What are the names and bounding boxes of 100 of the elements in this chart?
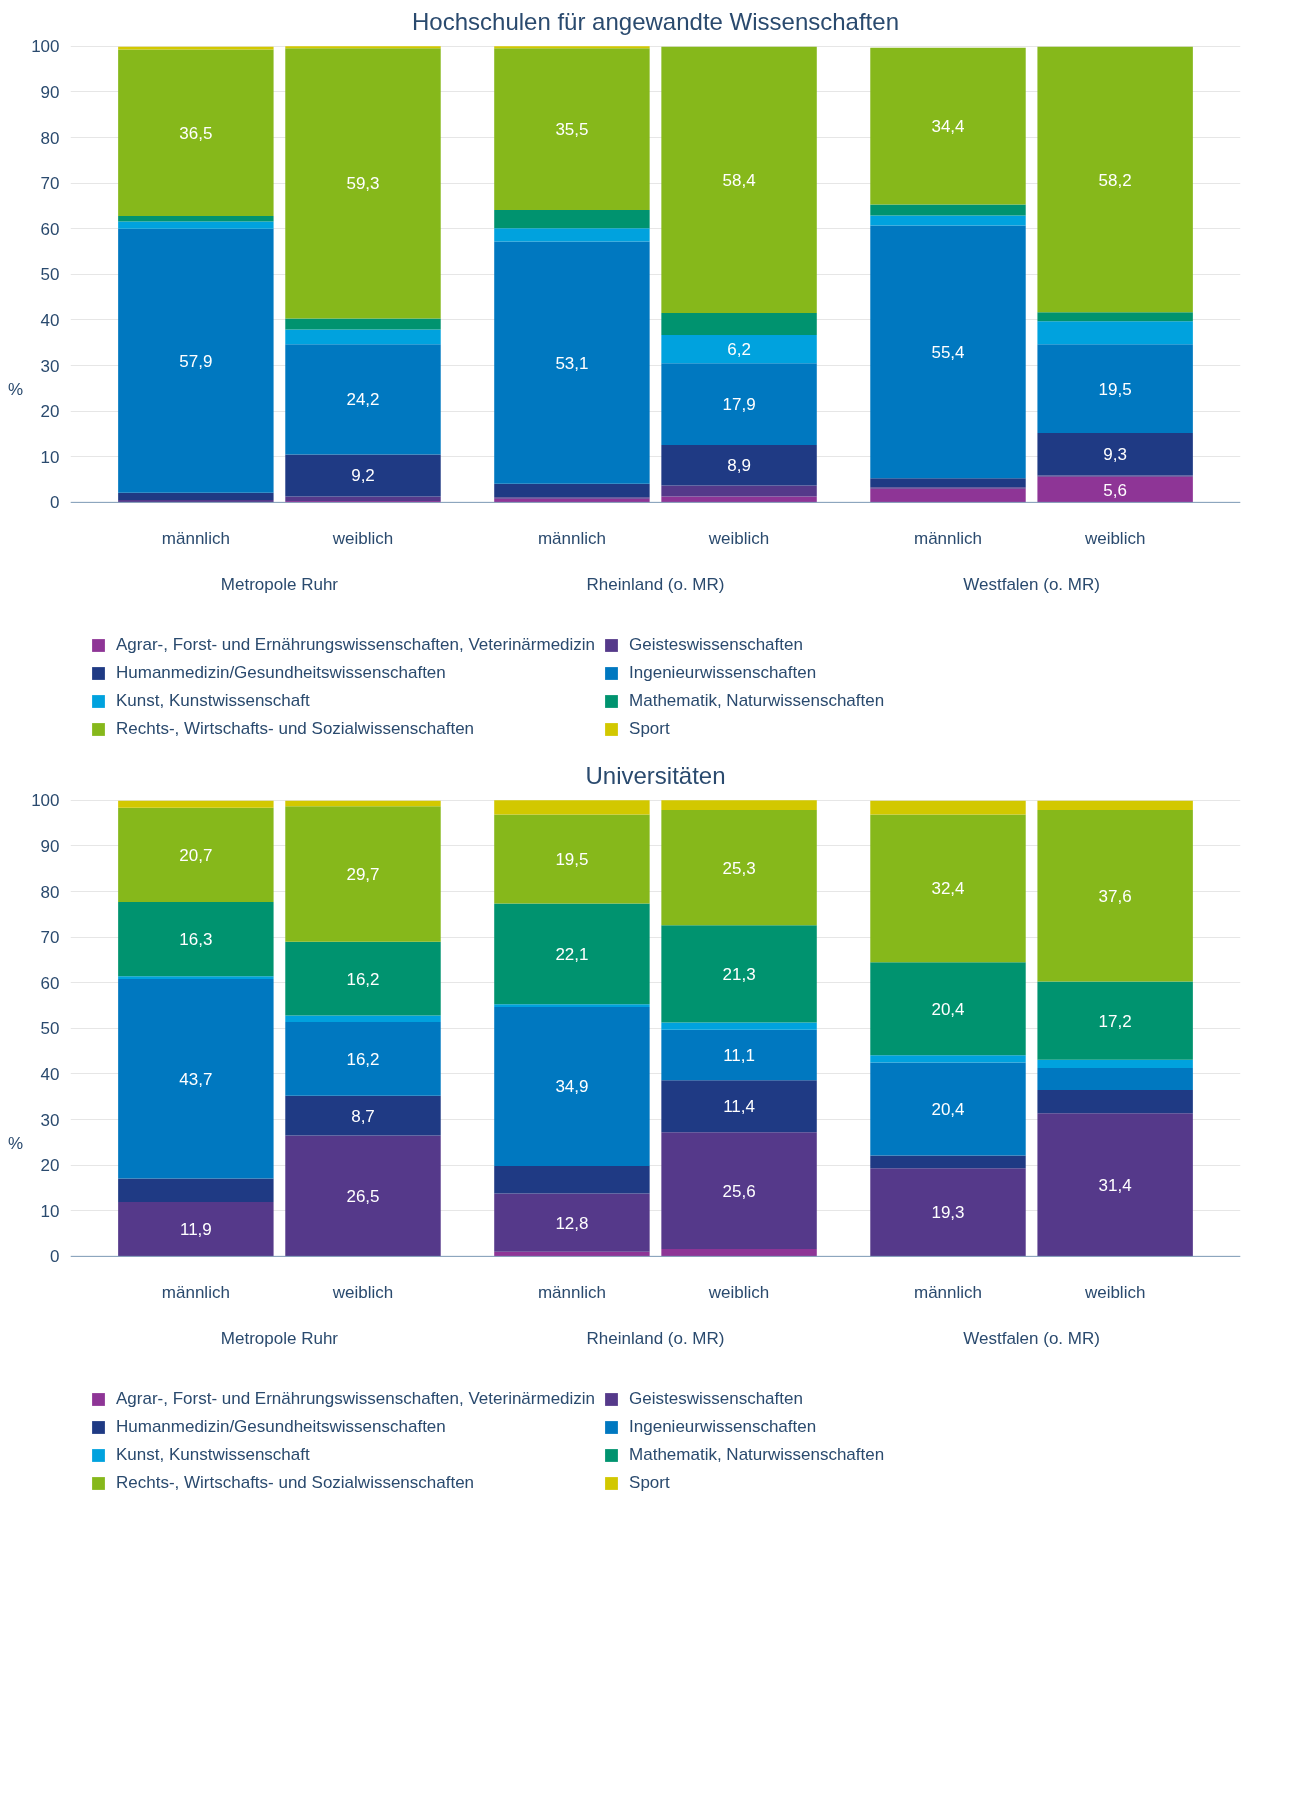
data-label: 11,1	[723, 1046, 755, 1066]
x-tick-label: weiblich	[1083, 529, 1146, 549]
x-tick-label: männlich	[913, 1283, 983, 1303]
x-tick-label: weiblich	[707, 1283, 770, 1303]
data-label: 26,5	[346, 1186, 380, 1206]
data-label: 37,6	[1098, 886, 1132, 906]
y-tick-label: 40	[40, 310, 60, 330]
y-axis-title: %	[8, 380, 24, 399]
y-tick-label: 100	[31, 791, 60, 811]
legend-label: Agrar-, Forst- und Ernährungswissenschaften, Veterinärmedizin	[116, 1389, 596, 1409]
y-tick-label: 30	[40, 1110, 60, 1130]
data-label: 17,2	[1098, 1011, 1132, 1031]
data-label: 19,3	[931, 1203, 965, 1223]
data-label: 8,9	[727, 456, 751, 476]
data-label: 20,4	[931, 1100, 965, 1120]
y-tick-label: 100	[31, 37, 60, 57]
y-tick-label: 30	[40, 356, 60, 376]
data-label: 55,4	[931, 342, 965, 362]
text: Westfalen (o. MR)	[963, 1328, 1100, 1348]
x-tick-label: weiblich	[331, 529, 394, 549]
data-label: 53,1	[555, 353, 589, 373]
data-label: 16,2	[346, 1049, 380, 1069]
y-axis-title: %	[8, 1134, 24, 1153]
text: Metropole Ruhr	[220, 1328, 339, 1348]
legend-label: Ingenieurwissenschaften	[629, 663, 818, 683]
x-tick-label: männlich	[537, 1283, 606, 1303]
x-tick-label: männlich	[161, 529, 230, 549]
data-label: 12,8	[555, 1213, 589, 1233]
data-label: 21,3	[722, 964, 756, 984]
legend-label: Kunst, Kunstwissenschaft	[116, 691, 311, 711]
chart-title: Universitäten	[585, 761, 726, 789]
data-label: 34,4	[931, 117, 965, 137]
y-tick-label: 50	[40, 265, 60, 285]
data-label: 16,2	[346, 969, 380, 989]
data-label: 29,7	[346, 864, 380, 884]
data-label: 36,5	[179, 123, 213, 143]
x-tick-label: weiblich	[331, 1283, 394, 1303]
y-tick-label: 10	[40, 1201, 60, 1221]
data-label: 17,9	[722, 395, 756, 415]
data-label: 57,9	[179, 351, 213, 371]
data-label: 31,4	[1098, 1175, 1132, 1195]
data-label: 11,9	[179, 1220, 212, 1240]
x-tick-label: weiblich	[707, 529, 770, 549]
legend-label: Humanmedizin/Gesundheitswissenschaften	[116, 663, 447, 683]
x-tick-label: männlich	[161, 1283, 230, 1303]
legend-label: Geisteswissenschaften	[629, 1389, 804, 1409]
data-label: 35,5	[555, 120, 589, 140]
x-tick-label: männlich	[913, 529, 983, 549]
legend-label: Mathematik, Naturwissenschaften	[629, 691, 886, 711]
y-tick-label: 50	[40, 1019, 60, 1039]
y-tick-label: 60	[40, 973, 60, 993]
y-tick-label: 20	[40, 402, 60, 422]
data-label: 20,7	[179, 845, 213, 865]
data-label: 20,4	[931, 999, 965, 1019]
chart-title: Hochschulen für angewandte Wissenschaften	[412, 7, 899, 35]
legend-label: Geisteswissenschaften	[629, 635, 804, 655]
data-label: 58,2	[1098, 170, 1132, 190]
y-tick-label: 70	[40, 928, 60, 948]
data-label: 34,9	[555, 1077, 589, 1097]
y-tick-label: 40	[40, 1064, 60, 1084]
y-tick-label: 0	[50, 493, 60, 513]
y-tick-label: 60	[40, 219, 60, 239]
data-label: 22,1	[555, 944, 589, 964]
text: Westfalen (o. MR)	[963, 574, 1100, 594]
legend-label: Rechts-, Wirtschafts- und Sozialwissenschaften	[116, 719, 476, 739]
data-label: 58,4	[722, 170, 756, 190]
data-label: 59,3	[346, 174, 380, 194]
data-label: 25,3	[722, 858, 756, 878]
data-label: 43,7	[179, 1069, 213, 1089]
text: Metropole Ruhr	[220, 574, 339, 594]
data-label: 19,5	[1098, 379, 1132, 399]
y-tick-label: 70	[40, 174, 60, 194]
data-label: 8,7	[351, 1106, 375, 1126]
y-tick-label: 80	[40, 128, 60, 148]
data-label: 32,4	[931, 879, 965, 899]
y-tick-label: 20	[40, 1156, 60, 1176]
y-tick-label: 90	[40, 836, 60, 856]
text: Rheinland (o. MR)	[586, 574, 725, 594]
data-label: 9,2	[351, 466, 375, 486]
legend-label: Humanmedizin/Gesundheitswissenschaften	[116, 1417, 447, 1437]
legend-label: Agrar-, Forst- und Ernährungswissenschaften, Veterinärmedizin	[116, 635, 596, 655]
data-label: 5,6	[1103, 480, 1127, 500]
data-label: 11,4	[723, 1097, 755, 1117]
y-tick-label: 80	[40, 882, 60, 902]
legend-label: Ingenieurwissenschaften	[629, 1417, 818, 1437]
data-label: 19,5	[555, 849, 589, 869]
legend-label: Rechts-, Wirtschafts- und Sozialwissenschaften	[116, 1473, 476, 1493]
data-label: 16,3	[179, 930, 213, 950]
y-tick-label: 90	[40, 82, 60, 102]
x-tick-label: weiblich	[1083, 1283, 1146, 1303]
y-tick-label: 10	[40, 447, 60, 467]
legend-label: Sport	[629, 1473, 671, 1493]
data-label: 24,2	[346, 390, 380, 410]
y-tick-label: 0	[50, 1247, 60, 1267]
text: Rheinland (o. MR)	[586, 1328, 725, 1348]
data-label: 6,2	[727, 340, 751, 360]
data-label: 25,6	[722, 1181, 756, 1201]
legend-label: Sport	[629, 719, 671, 739]
x-tick-label: männlich	[537, 529, 606, 549]
legend-label: Mathematik, Naturwissenschaften	[629, 1445, 886, 1465]
